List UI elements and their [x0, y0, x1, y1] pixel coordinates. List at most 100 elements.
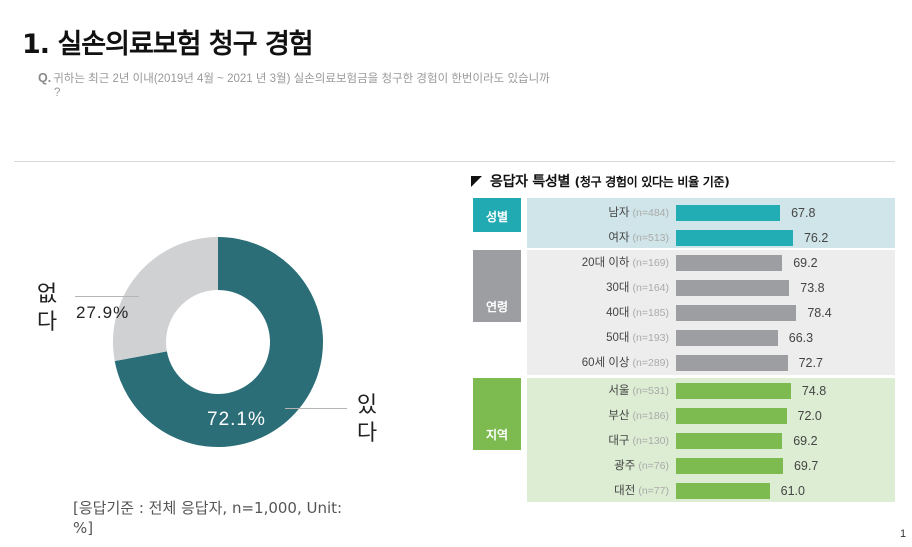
row-label: 남자 (n=484) — [608, 204, 669, 220]
row-sample-size: (n=77) — [638, 485, 669, 497]
donut-slice-no — [113, 237, 218, 362]
page-title: 1. 실손의료보험 청구 경험 — [22, 29, 314, 60]
yes-percent: 72.1% — [207, 409, 266, 430]
bar-row: 60세 이상 (n=289) 72.7 — [527, 350, 895, 375]
bar-value: 67.8 — [791, 206, 816, 220]
row-sample-size: (n=164) — [632, 282, 669, 294]
bar-value: 76.2 — [803, 231, 829, 245]
question-continuation: ? — [54, 87, 61, 99]
row-category: 30대 — [606, 282, 630, 294]
bar-row: 여자 (n=513) 76.2 — [527, 225, 895, 250]
bar — [676, 230, 793, 246]
row-category: 광주 — [614, 460, 636, 472]
group-0: 성별 남자 (n=484) 67.8 여자 (n=513) 76.2 — [473, 198, 895, 248]
row-category: 부산 — [608, 410, 630, 422]
row-label: 광주 (n=76) — [614, 457, 669, 473]
bar-value: 69.2 — [793, 434, 818, 448]
row-category: 20대 이하 — [581, 257, 630, 269]
donut-svg — [113, 237, 324, 447]
bar-value: 69.7 — [793, 459, 819, 473]
row-category: 50대 — [606, 332, 630, 344]
divider — [14, 161, 895, 162]
bar-row: 부산 (n=186) 72.0 — [527, 403, 895, 428]
row-sample-size: (n=513) — [632, 232, 669, 244]
row-label: 대전 (n=77) — [614, 482, 669, 498]
row-sample-size: (n=531) — [632, 385, 669, 397]
row-label: 여자 (n=513) — [608, 229, 669, 245]
triangle-marker-icon — [471, 176, 482, 187]
yes-leader-line — [285, 408, 347, 409]
donut-slice-yes — [114, 237, 324, 447]
group-1: 연령 20대 이하 (n=169) 69.2 30대 (n=164) 73.8 40대 (n=1… — [473, 250, 895, 375]
bar-value: 69.2 — [793, 256, 818, 270]
row-sample-size: (n=193) — [632, 332, 669, 344]
row-label: 40대 (n=185) — [606, 304, 669, 320]
row-sample-size: (n=169) — [632, 257, 669, 269]
row-category: 40대 — [606, 307, 630, 319]
bar — [676, 483, 770, 499]
bar — [676, 280, 790, 296]
donut-chart: 없 다 27.9% 있 다 72.1% — [34, 237, 380, 448]
bar — [676, 205, 781, 221]
row-label: 부산 (n=186) — [608, 407, 669, 423]
bar — [676, 355, 788, 371]
bar-value: 73.8 — [800, 281, 825, 295]
bar-row: 남자 (n=484) 67.8 — [527, 200, 895, 225]
bar-value: 78.4 — [807, 306, 832, 320]
row-sample-size: (n=185) — [632, 307, 669, 319]
yes-label-line2: 다 — [356, 421, 378, 446]
row-category: 서울 — [608, 385, 630, 397]
row-label: 20대 이하 (n=169) — [582, 254, 669, 270]
group-tag: 연령 — [473, 250, 521, 322]
yes-label: 있 다 — [354, 392, 380, 448]
bar-row: 40대 (n=185) 78.4 — [527, 300, 895, 325]
row-category: 남자 — [608, 207, 630, 219]
row-sample-size: (n=130) — [632, 435, 669, 447]
row-label: 대구 (n=130) — [608, 432, 669, 448]
page-number: 1 — [900, 528, 907, 540]
survey-question: Q. 귀하는 최근 2년 이내(2019년 4월 ~ 2021 년 3월) 실손의… — [38, 71, 678, 100]
bar-value: 72.0 — [797, 409, 822, 423]
row-sample-size: (n=484) — [632, 207, 669, 219]
bar-value: 61.0 — [780, 484, 805, 498]
bar — [676, 458, 783, 474]
bar-row: 20대 이하 (n=169) 69.2 — [527, 250, 895, 275]
group-tag: 지역 — [473, 378, 521, 450]
bar-row: 30대 (n=164) 73.8 — [527, 275, 895, 300]
no-label: 없 다 — [34, 281, 60, 337]
yes-label-line1: 있 — [356, 393, 378, 418]
source-note: [응답기준 : 전체 응답자, n=1,000, Unit: %] — [73, 499, 343, 537]
bar — [676, 255, 783, 271]
no-label-line2: 다 — [36, 310, 58, 335]
group-panel: 남자 (n=484) 67.8 여자 (n=513) 76.2 — [527, 198, 895, 248]
breakdown-title-main: 응답자 특성별 — [490, 174, 571, 190]
group-2: 지역 서울 (n=531) 74.8 부산 (n=186) 72.0 대구 (n=130) 69.… — [473, 378, 895, 502]
row-label: 서울 (n=531) — [608, 382, 669, 398]
row-category: 여자 — [608, 232, 630, 244]
breakdown-title: 응답자 특성별 (청구 경험이 있다는 비율 기준) — [471, 171, 730, 191]
bar-value: 72.7 — [798, 356, 823, 370]
row-label: 60세 이상 (n=289) — [582, 354, 669, 370]
row-category: 60세 이상 — [581, 357, 630, 369]
bar-row: 50대 (n=193) 66.3 — [527, 325, 895, 350]
bar-value: 74.8 — [801, 384, 827, 398]
bar-row: 대구 (n=130) 69.2 — [527, 428, 895, 453]
bar-row: 광주 (n=76) 69.7 — [527, 453, 895, 478]
bar — [676, 433, 783, 449]
row-category: 대구 — [608, 435, 630, 447]
group-panel: 20대 이하 (n=169) 69.2 30대 (n=164) 73.8 40대 (n=185… — [527, 250, 895, 375]
bar-row: 서울 (n=531) 74.8 — [527, 378, 895, 403]
row-category: 대전 — [614, 485, 636, 497]
question-text: 귀하는 최근 2년 이내(2019년 4월 ~ 2021 년 3월) 실손의료보… — [53, 73, 550, 85]
no-leader-line — [75, 296, 139, 297]
row-sample-size: (n=289) — [632, 357, 669, 369]
row-sample-size: (n=186) — [632, 410, 669, 422]
row-label: 30대 (n=164) — [606, 279, 669, 295]
bar — [676, 330, 778, 346]
bar-row: 대전 (n=77) 61.0 — [527, 478, 895, 503]
bar — [676, 383, 791, 399]
row-label: 50대 (n=193) — [606, 329, 669, 345]
breakdown-subtitle: (청구 경험이 있다는 비율 기준) — [574, 175, 730, 189]
group-panel: 서울 (n=531) 74.8 부산 (n=186) 72.0 대구 (n=130) 69.2 광… — [527, 378, 895, 502]
question-prefix: Q. — [38, 71, 52, 85]
